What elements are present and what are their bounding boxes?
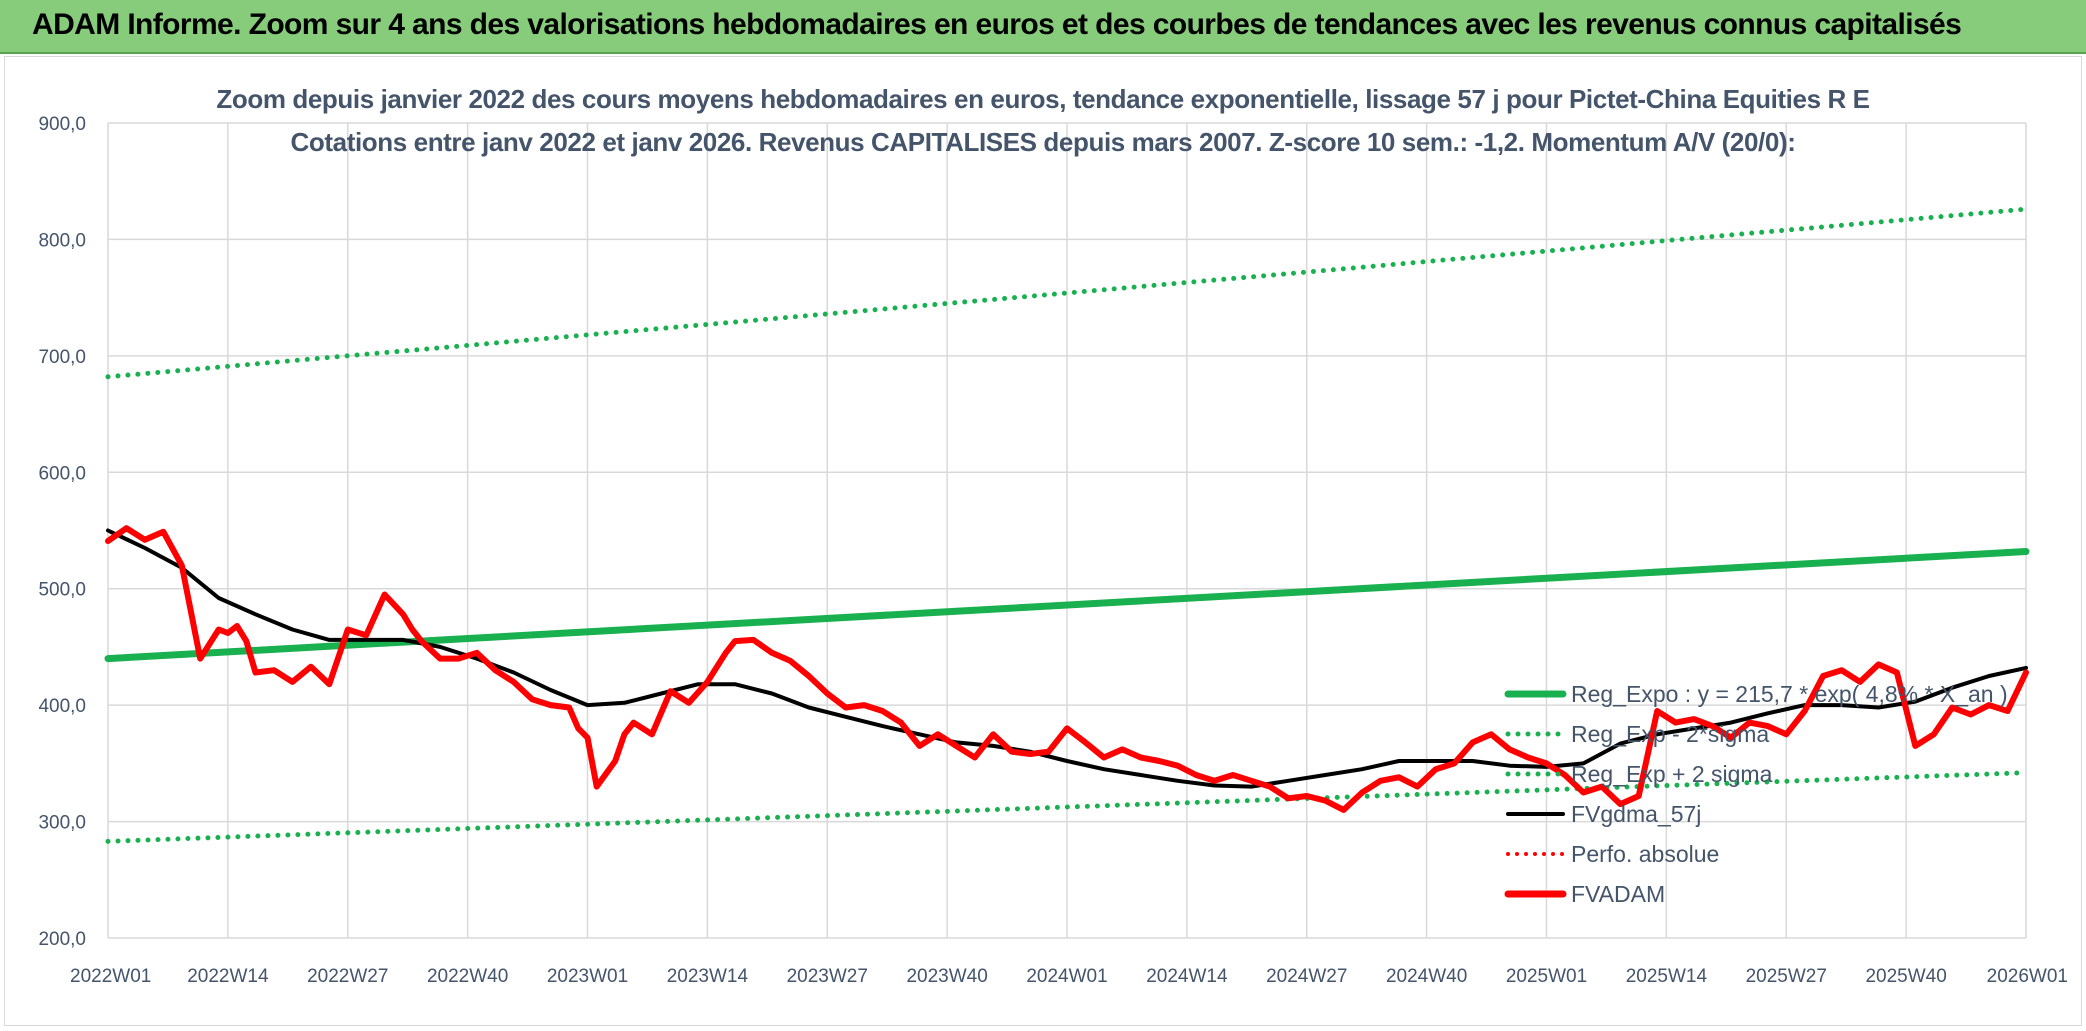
reg-exp-plus-2-sigma-line: [105, 206, 2029, 380]
x-tick-label: 2022W40: [427, 966, 508, 987]
x-tick-label: 2022W01: [70, 966, 151, 987]
legend-label: Reg_Exp + 2 sigma: [1571, 761, 1773, 787]
x-axis-tick-labels: 2022W01 2022W14 2022W27 2022W40 2023W01 2023W…: [70, 966, 2068, 987]
chart-subtitle: Cotations entre janv 2022 et janv 2026. …: [290, 127, 1796, 157]
x-tick-label: 2025W27: [1746, 966, 1827, 987]
x-tick-label: 2023W01: [547, 966, 628, 987]
y-tick-label: 800,0: [38, 230, 86, 251]
x-tick-label: 2022W27: [307, 966, 388, 987]
reg-expo-line: [104, 548, 2030, 663]
chart-frame: [4, 56, 2082, 1026]
y-tick-label: 300,0: [38, 813, 86, 834]
x-tick-label: 2024W27: [1266, 966, 1347, 987]
legend-label: FVADAM: [1571, 881, 1665, 907]
x-tick-label: 2024W40: [1386, 966, 1467, 987]
chart-series: [104, 206, 2030, 844]
y-tick-label: 900,0: [38, 114, 86, 135]
x-tick-label: 2024W14: [1146, 966, 1228, 987]
legend-label: Perfo. absolue: [1571, 841, 1719, 867]
x-tick-label: 2025W01: [1506, 966, 1587, 987]
x-tick-label: 2023W40: [906, 966, 987, 987]
chart-legend: Reg_Expo : y = 215,7 * exp( 4,8% * X_an …: [1504, 681, 2008, 907]
y-tick-label: 500,0: [38, 580, 86, 601]
x-tick-label: 2024W01: [1026, 966, 1107, 987]
x-tick-label: 2025W40: [1865, 966, 1946, 987]
report-title: ADAM Informe. Zoom sur 4 ans des valoris…: [32, 8, 1962, 41]
reg-exp-minus-2-sigma-line: [105, 770, 2029, 844]
x-tick-label: 2023W27: [787, 966, 868, 987]
y-tick-label: 400,0: [38, 696, 86, 717]
x-tick-label: 2023W14: [667, 966, 749, 987]
legend-label: Reg_Exp - 2*sigma: [1571, 721, 1769, 747]
y-tick-label: 200,0: [38, 929, 86, 950]
fvadam-line: [105, 525, 2029, 813]
x-tick-label: 2025W14: [1626, 966, 1708, 987]
y-axis-tick-labels: 200,0 300,0 400,0 500,0 600,0 700,0 800,0 900,0: [38, 114, 86, 950]
y-tick-label: 600,0: [38, 463, 86, 484]
chart-title: Zoom depuis janvier 2022 des cours moyen…: [216, 84, 1870, 114]
x-tick-label: 2026W01: [1987, 966, 2068, 987]
legend-label: Reg_Expo : y = 215,7 * exp( 4,8% * X_an …: [1571, 681, 2008, 707]
title-banner: ADAM Informe. Zoom sur 4 ans des valoris…: [0, 0, 2086, 54]
x-tick-label: 2022W14: [187, 966, 269, 987]
legend-label: FVgdma_57j: [1571, 801, 1701, 827]
chart-grid: [107, 122, 2027, 939]
y-tick-label: 700,0: [38, 347, 86, 368]
